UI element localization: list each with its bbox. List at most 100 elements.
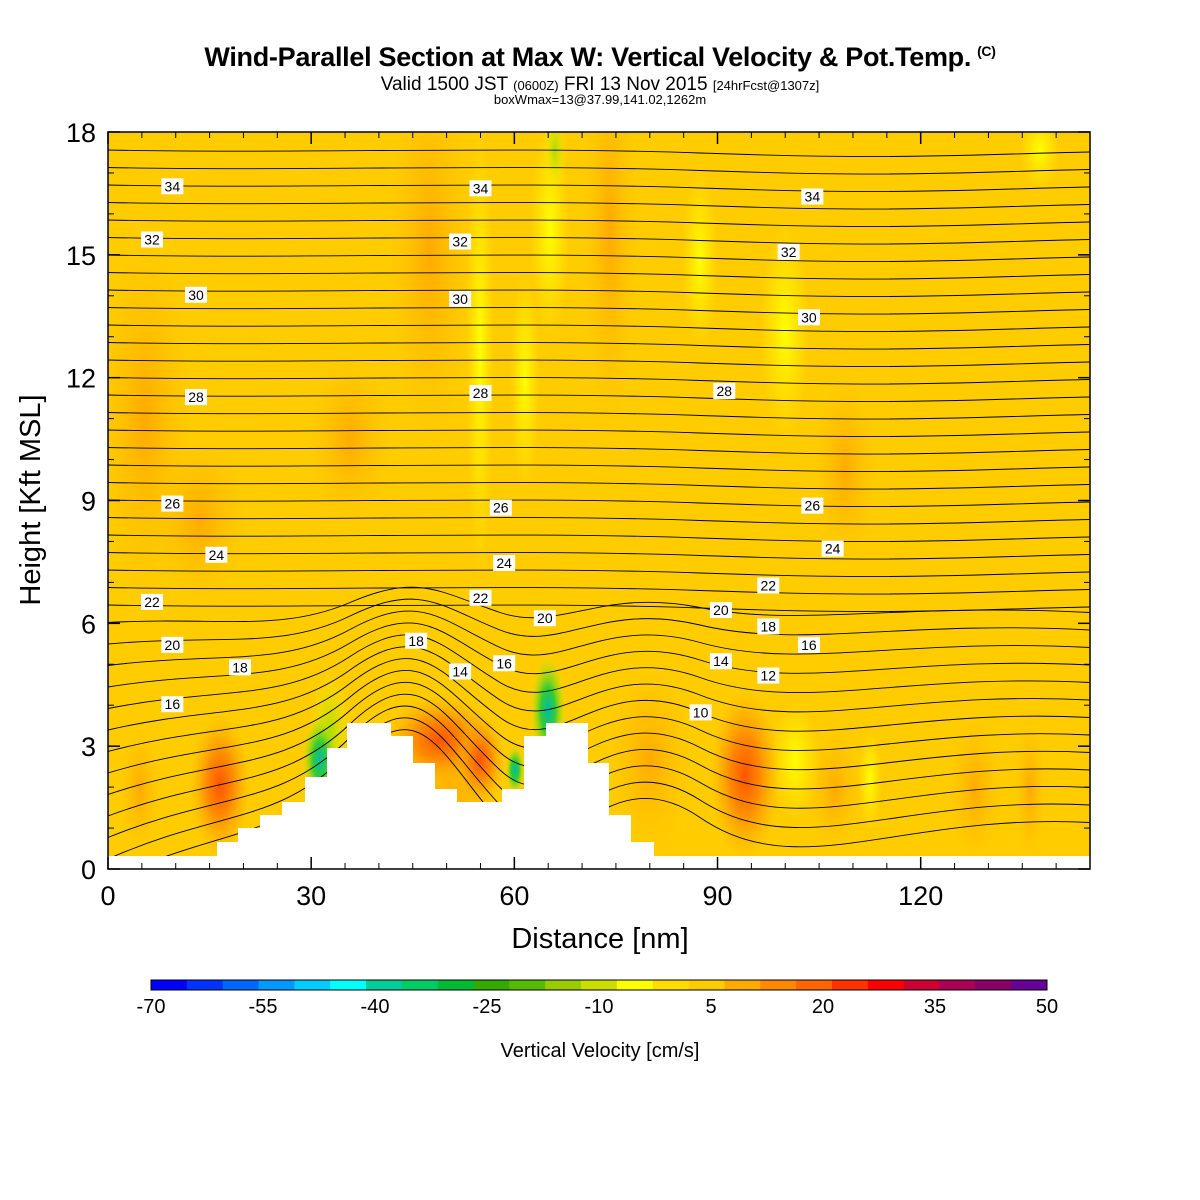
colorbar-tick-label: -25 (473, 996, 502, 1018)
contour-label: 20 (713, 602, 729, 618)
contour-label: 10 (693, 704, 709, 720)
velocity-cell-19 (1020, 132, 1060, 190)
theta-contour (108, 569, 1090, 577)
contour-label: 22 (761, 577, 777, 593)
velocity-cell-15 (682, 170, 718, 350)
velocity-cell-5 (815, 380, 875, 560)
contour-label-bg (161, 696, 184, 713)
theta-contour (108, 167, 1090, 175)
contour-label-bg (797, 636, 820, 653)
colorbar-swatch (796, 980, 833, 990)
theta-contour (108, 219, 1090, 227)
theta-contour (108, 359, 1090, 367)
contour-label: 28 (717, 383, 733, 399)
velocity-cell-1 (155, 440, 245, 600)
contour-label: 16 (801, 637, 817, 653)
y-tick-label: 18 (66, 118, 96, 148)
contour-label-bg (161, 495, 184, 512)
colorbar-tick-label: -55 (249, 996, 278, 1018)
theta-contour (108, 429, 1090, 437)
y-tick-label: 15 (66, 241, 96, 271)
colorbar-swatch (151, 980, 188, 990)
colorbar-swatch (222, 980, 260, 990)
contour-labels: 34 34 34 32 32 32 30 30 30 28 28 28 26 26 26 24 24 24 22 22… (141, 178, 844, 721)
contour-label: 30 (188, 287, 204, 303)
contour-label-bg (689, 704, 712, 721)
contour-label-bg (449, 233, 472, 250)
contour-label-bg (469, 180, 492, 197)
colorbar-swatch (831, 980, 869, 990)
contour-label: 24 (496, 555, 512, 571)
colorbar-swatch (616, 980, 654, 990)
theta-contour (108, 464, 1090, 472)
contour-label-bg (713, 382, 736, 399)
contour-label-bg (229, 659, 252, 676)
theta-contour (108, 598, 1090, 645)
velocity-cell-16 (760, 220, 810, 440)
theta-contour (108, 693, 1090, 817)
velocity-cell-2 (390, 132, 470, 440)
contour-label-bg (141, 593, 164, 610)
contour-label: 12 (761, 668, 777, 684)
velocity-cell-20 (543, 132, 567, 190)
contour-label-bg (801, 188, 824, 205)
colorbar-tick-label: -70 (137, 996, 166, 1018)
x-tick-label: 60 (499, 881, 529, 911)
colorbar-swatch (509, 980, 546, 990)
velocity-cell-25 (455, 715, 505, 805)
theta-contour (108, 634, 1090, 709)
contour-label: 14 (452, 663, 468, 679)
colorbar-swatch (581, 980, 618, 990)
contour-label: 30 (452, 291, 468, 307)
contour-label-bg (797, 309, 820, 326)
colorbar-swatch (437, 980, 475, 990)
contour-label: 14 (713, 653, 729, 669)
y-tick-label: 9 (81, 487, 96, 517)
velocity-cell-9 (810, 730, 860, 850)
contour-label-bg (469, 385, 492, 402)
contour-label: 16 (165, 696, 181, 712)
velocity-cell-11 (1015, 720, 1045, 860)
x-axis-title: Distance [nm] (511, 923, 688, 955)
contour-label: 22 (144, 594, 160, 610)
velocity-cell-8 (610, 670, 690, 850)
contour-label: 34 (473, 180, 489, 196)
theta-contour (108, 289, 1090, 297)
contour-label-bg (489, 499, 512, 516)
colorbar-swatch (975, 980, 1012, 990)
x-tick-label: 0 (100, 881, 115, 911)
velocity-cell-3 (585, 132, 635, 430)
colorbar-swatch (652, 980, 690, 990)
theta-contour (108, 622, 1090, 688)
contour-label: 28 (188, 389, 204, 405)
theta-contour (108, 646, 1090, 731)
plot-area: 34 34 34 32 32 32 30 30 30 28 28 28 26 26 26 24 24 24 22 22… (108, 132, 1090, 869)
theta-contour (108, 658, 1090, 752)
y-tick-label: 12 (66, 364, 96, 394)
contour-label-bg (493, 554, 516, 571)
theta-contour (108, 499, 1090, 507)
contour-label-bg (205, 546, 228, 563)
contour-label: 34 (805, 189, 821, 205)
velocity-cell-12 (466, 132, 494, 580)
contour-label-bg (493, 655, 516, 672)
colorbar-swatch (760, 980, 797, 990)
contour-label: 18 (232, 659, 248, 675)
contour-label: 18 (761, 618, 777, 634)
potential-temperature-contours (108, 149, 1090, 869)
theta-contour (108, 681, 1090, 795)
contour-label: 34 (165, 178, 181, 194)
colorbar-swatch (939, 980, 976, 990)
theta-contour (108, 149, 1090, 157)
colorbar-swatch (724, 980, 761, 990)
colorbar-tick-label: -10 (585, 996, 614, 1018)
contour-label: 28 (473, 385, 489, 401)
theta-contour (108, 184, 1090, 192)
contour-label-bg (757, 667, 780, 684)
colorbar: -70 -55 -40 -25 -10 5 20 35 50 (137, 979, 1058, 1018)
y-axis-title: Height [Kft MSL] (15, 394, 47, 605)
velocity-cell-4 (310, 360, 390, 520)
contour-label-bg (821, 540, 844, 557)
colorbar-swatch (401, 980, 439, 990)
